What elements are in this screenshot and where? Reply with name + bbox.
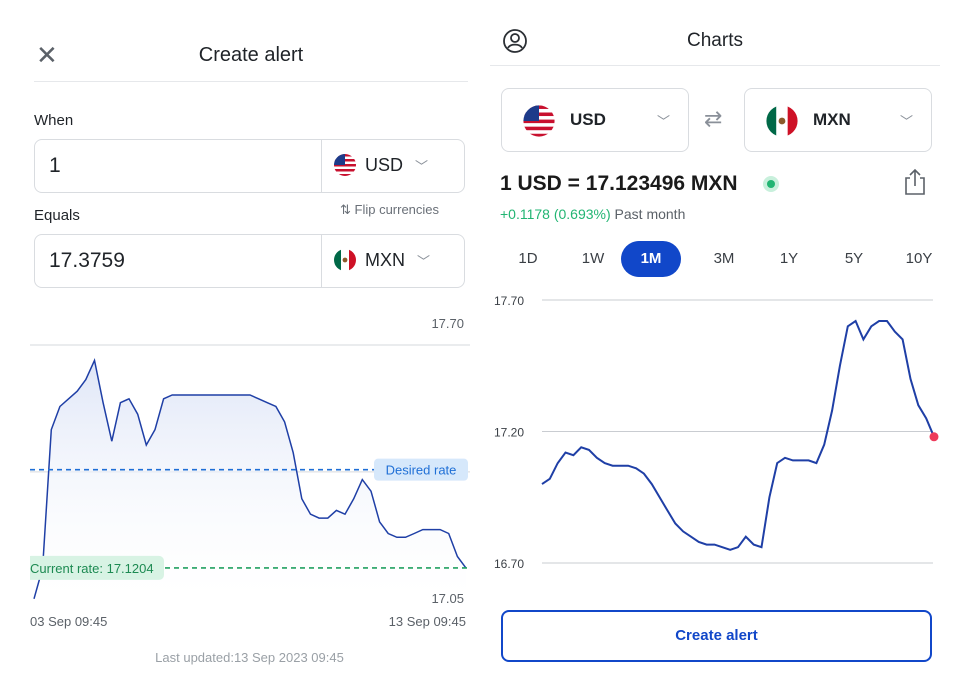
- current-rate-badge: [30, 555, 164, 580]
- equals-currency-code: MXN: [365, 249, 405, 270]
- tab-1w[interactable]: 1W: [581, 250, 605, 267]
- us-flag-icon: [334, 154, 356, 176]
- chevron-down-icon: ﹀: [899, 114, 913, 129]
- rate-line: [33, 357, 467, 600]
- when-field[interactable]: 1 USD ﹀: [34, 139, 465, 193]
- current-rate-label: Current rate: 17.1204: [30, 561, 154, 576]
- alert-title: Create alert: [198, 44, 304, 66]
- to-currency-select[interactable]: MXN ﹀: [744, 88, 932, 152]
- equals-currency-select[interactable]: MXN ﹀: [333, 248, 430, 272]
- when-label: When: [34, 112, 74, 129]
- desired-rate-label: Desired rate: [386, 463, 457, 478]
- mexico-flag-icon: [334, 249, 356, 271]
- to-currency-code: MXN: [813, 110, 851, 129]
- share-icon[interactable]: [904, 168, 926, 196]
- y-tick-label: 17.70: [494, 294, 524, 308]
- swap-icon[interactable]: ⇄: [704, 106, 723, 131]
- when-currency-code: USD: [365, 154, 404, 175]
- tab-3m[interactable]: 3M: [713, 250, 735, 267]
- when-currency-select[interactable]: USD ﹀: [333, 153, 428, 177]
- x-tick-label-start: 03 Sep 09:45: [30, 614, 107, 629]
- last-updated-text: Last updated:13 Sep 2023 09:45: [155, 650, 344, 665]
- chevron-down-icon: ﹀: [656, 114, 670, 129]
- tab-10y[interactable]: 10Y: [905, 250, 933, 267]
- us-flag-icon: [523, 105, 555, 137]
- tab-1y[interactable]: 1Y: [779, 250, 799, 267]
- rate-change-value: +0.1178 (0.693%): [500, 206, 611, 222]
- when-amount-input[interactable]: 1: [49, 154, 61, 177]
- close-icon[interactable]: ✕: [36, 40, 58, 70]
- chevron-down-icon: ﹀: [415, 158, 429, 174]
- rate-change-text: +0.1178 (0.693%) Past month: [500, 206, 685, 222]
- current-point: [929, 432, 939, 442]
- charts-panel: Charts USD ﹀ ⇄: [490, 0, 967, 686]
- y-tick-label: 16.70: [494, 557, 524, 571]
- x-tick-label-end: 13 Sep 09:45: [389, 614, 466, 629]
- rate-history-chart: 17.70 17.20 16.70: [494, 294, 939, 571]
- tab-5y[interactable]: 5Y: [844, 250, 864, 267]
- y-tick-label: 17.20: [494, 426, 524, 440]
- mexico-flag-icon: [766, 105, 798, 137]
- charts-title: Charts: [687, 30, 743, 51]
- chevron-down-icon: ﹀: [417, 253, 431, 269]
- live-status-icon: [763, 176, 779, 192]
- exchange-rate-text: 1 USD = 17.123496 MXN: [500, 172, 738, 195]
- field-divider: [321, 140, 322, 192]
- rate-line: [541, 319, 935, 551]
- equals-label: Equals: [34, 207, 80, 224]
- time-range-tabs: 1D 1W 1M 3M 1Y 5Y 10Y: [498, 241, 938, 277]
- y-tick-label-top: 17.70: [431, 316, 464, 331]
- desired-rate-badge: [374, 458, 468, 481]
- field-divider: [321, 235, 322, 287]
- charts-header: Charts: [490, 18, 940, 66]
- flip-currencies-button[interactable]: ⇅ Flip currencies: [340, 202, 440, 217]
- equals-amount-input[interactable]: 17.3759: [49, 249, 125, 272]
- y-tick-label-bottom: 17.05: [431, 591, 464, 606]
- equals-field[interactable]: 17.3759 MXN ﹀: [34, 234, 465, 288]
- from-currency-select[interactable]: USD ﹀: [501, 88, 689, 152]
- alert-rate-chart: Desired rate Current rate: 17.1204 17.70 17…: [30, 316, 470, 629]
- alert-header: ✕ Create alert: [34, 30, 468, 82]
- create-alert-button[interactable]: Create alert: [501, 610, 932, 662]
- create-alert-panel: ✕ Create alert When 1 USD ﹀ Equa: [0, 0, 483, 686]
- tab-1d[interactable]: 1D: [518, 250, 538, 267]
- user-icon[interactable]: [502, 28, 528, 54]
- from-currency-code: USD: [570, 110, 606, 129]
- rate-change-period: Past month: [614, 206, 686, 222]
- rate-area: [34, 360, 466, 599]
- tab-1m[interactable]: 1M: [621, 241, 681, 277]
